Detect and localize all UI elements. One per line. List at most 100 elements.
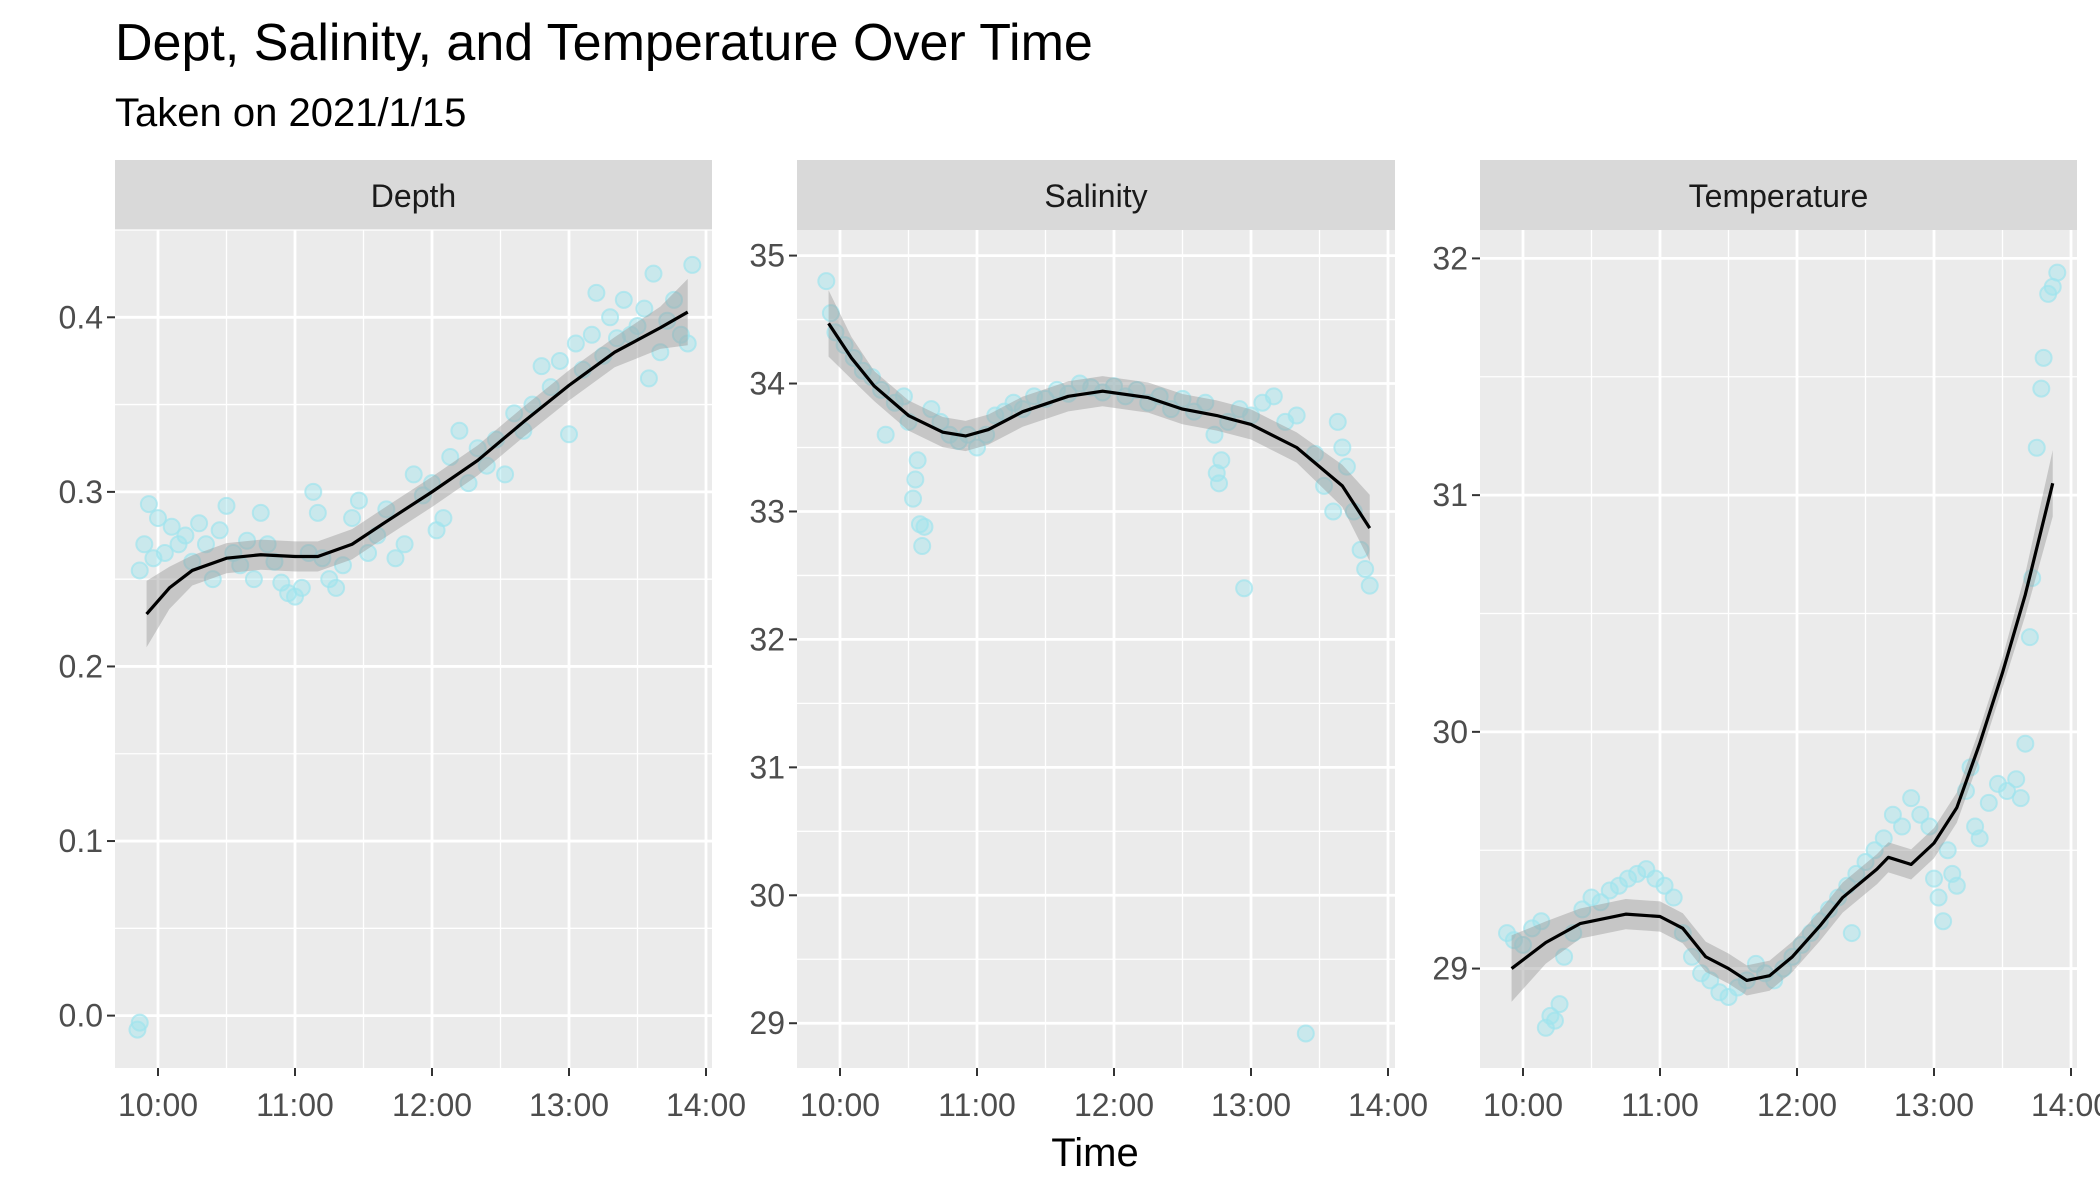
- data-point: [1628, 864, 1647, 883]
- data-point: [1333, 438, 1352, 457]
- y-tick-label: 0.0: [59, 998, 103, 1034]
- data-point: [532, 357, 551, 376]
- data-point: [1205, 425, 1224, 444]
- y-tick-label: 0.2: [59, 648, 103, 684]
- data-point: [1315, 476, 1334, 495]
- data-point: [1328, 412, 1347, 431]
- data-point: [1893, 817, 1912, 836]
- data-point: [1550, 995, 1569, 1014]
- data-point: [2020, 628, 2039, 647]
- data-point: [135, 535, 154, 554]
- x-tick-label: 10:00: [800, 1087, 880, 1123]
- data-point: [614, 290, 633, 309]
- data-point: [582, 325, 601, 344]
- y-tick-label: 0.1: [59, 823, 103, 859]
- smooth-line: [827, 322, 1372, 529]
- y-tick-label: 33: [749, 493, 785, 529]
- data-point: [130, 1013, 149, 1032]
- data-point: [1970, 829, 1989, 848]
- data-point: [1842, 924, 1861, 943]
- data-point: [1856, 853, 1875, 872]
- data-point: [1938, 841, 1957, 860]
- y-tick-label: 32: [1432, 240, 1468, 276]
- data-point: [922, 400, 941, 419]
- data-point: [377, 500, 396, 519]
- facet-strip: [797, 160, 1395, 230]
- data-point: [1701, 971, 1720, 990]
- data-point: [210, 521, 229, 540]
- data-point: [1212, 451, 1231, 470]
- data-point: [894, 387, 913, 406]
- data-point: [2007, 770, 2026, 789]
- x-axis-title: Time: [1051, 1131, 1138, 1175]
- x-tick-label: 12:00: [1757, 1087, 1837, 1123]
- data-point: [1545, 1011, 1564, 1030]
- data-point: [1947, 876, 1966, 895]
- facet-strip-label: Salinity: [1044, 178, 1147, 214]
- y-tick-label: 35: [749, 238, 785, 274]
- data-point: [505, 404, 524, 423]
- data-point: [308, 503, 327, 522]
- data-point: [1287, 406, 1306, 425]
- data-point: [292, 578, 311, 597]
- data-point: [1847, 864, 1866, 883]
- data-point: [639, 369, 658, 388]
- data-point: [359, 543, 378, 562]
- data-point: [1979, 793, 1998, 812]
- data-point: [876, 425, 895, 444]
- data-point: [908, 451, 927, 470]
- data-point: [628, 317, 647, 336]
- data-point: [1655, 876, 1674, 895]
- data-point: [1504, 931, 1523, 950]
- data-point: [1710, 983, 1729, 1002]
- data-point: [1360, 576, 1379, 595]
- data-point: [258, 535, 277, 554]
- x-tick-label: 10:00: [118, 1087, 198, 1123]
- data-point: [587, 283, 606, 302]
- data-point: [190, 514, 209, 533]
- x-tick-label: 12:00: [392, 1087, 472, 1123]
- data-point: [1514, 935, 1532, 954]
- data-point: [683, 255, 702, 274]
- facet-salinity: Salinity 29 30 31 32 33 34 35 10:00 11:00 12:00 13:…: [749, 160, 1428, 1123]
- data-point: [817, 272, 836, 291]
- facet-depth: Depth 0.0 0.1 0.2 0.3 0.4 10:00 11:00 12:00 13:00…: [59, 160, 746, 1123]
- data-point: [523, 395, 542, 414]
- x-tick-label: 10:00: [1483, 1087, 1563, 1123]
- data-point: [1264, 387, 1283, 406]
- data-point: [2011, 789, 2030, 808]
- data-point: [1810, 912, 1829, 931]
- data-point: [1324, 502, 1343, 521]
- data-point: [343, 509, 362, 528]
- data-point: [404, 465, 423, 484]
- data-point: [1337, 457, 1356, 476]
- data-point: [1573, 900, 1592, 919]
- data-point: [1929, 888, 1948, 907]
- data-point: [566, 334, 585, 353]
- data-point: [607, 329, 626, 348]
- data-point: [1619, 869, 1638, 888]
- x-tick-label: 14:00: [666, 1087, 746, 1123]
- data-point: [1356, 560, 1375, 579]
- data-point: [2032, 379, 2051, 398]
- data-point: [1004, 393, 1023, 412]
- data-point: [1235, 579, 1254, 598]
- facet-strip: [1480, 160, 2077, 230]
- y-tick-label: 32: [749, 621, 785, 657]
- data-point: [2016, 734, 2035, 753]
- data-point: [468, 439, 487, 458]
- y-tick-label: 31: [1432, 477, 1468, 513]
- data-point: [1801, 924, 1820, 943]
- data-point: [434, 509, 453, 528]
- data-point: [477, 456, 496, 475]
- y-tick-label: 0.4: [59, 299, 103, 335]
- data-point: [459, 474, 478, 493]
- data-point: [1591, 893, 1610, 912]
- x-tick-label: 11:00: [1621, 1087, 1699, 1123]
- chart-subtitle: Taken on 2021/1/15: [115, 91, 466, 135]
- data-point: [1902, 789, 1921, 808]
- data-point: [1774, 959, 1793, 978]
- data-point: [1555, 947, 1574, 966]
- data-point: [2034, 348, 2053, 367]
